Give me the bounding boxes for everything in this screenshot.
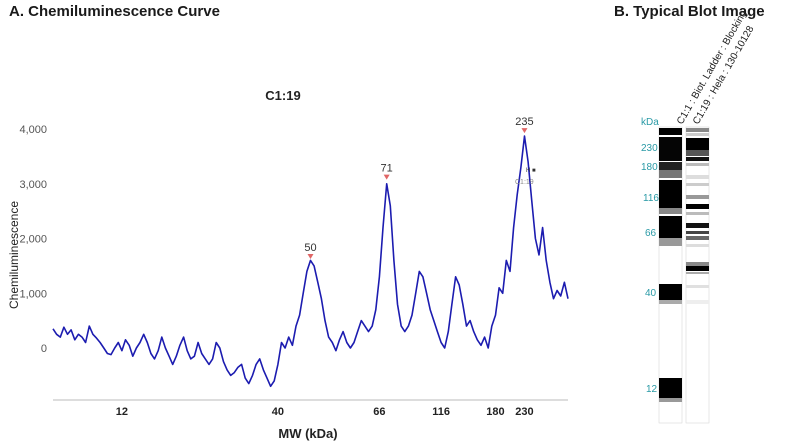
ladder-band	[659, 170, 682, 178]
peak-group: 50 71 235	[304, 116, 534, 260]
sample-band	[686, 150, 709, 156]
sample-band	[686, 138, 709, 150]
y-tick-label: 0	[41, 343, 47, 355]
peak-annotation: H ■ C1:19	[515, 168, 536, 186]
ladder-band	[659, 137, 682, 161]
sample-band	[686, 300, 709, 304]
x-tick-label: 116	[432, 406, 450, 418]
series-line	[52, 135, 569, 388]
ladder-band	[659, 238, 682, 246]
annotation-marker: H ■	[526, 168, 536, 174]
peak-marker	[307, 254, 314, 260]
ladder-band	[659, 284, 682, 300]
y-tick-label: 1,000	[19, 288, 47, 300]
marker-label-116: 116	[643, 193, 659, 204]
chart-title: C1:19	[265, 88, 300, 103]
lane-2-background	[685, 126, 710, 424]
blot-image: C1:1 : Biot. Ladder : Blocking C1:19 : H…	[641, 9, 757, 424]
marker-label-180: 180	[641, 162, 658, 173]
peak-marker	[521, 128, 528, 134]
sample-band	[686, 285, 709, 288]
sample-band	[686, 128, 709, 132]
panel-b-title: B. Typical Blot Image	[614, 3, 765, 20]
x-tick-label: 230	[515, 406, 533, 418]
sample-band	[686, 212, 709, 215]
ladder-band	[659, 378, 682, 398]
ladder-band	[659, 128, 682, 135]
peak-label: 50	[304, 242, 316, 254]
x-tick-label: 180	[486, 406, 504, 418]
sample-band	[686, 133, 709, 136]
sample-band	[686, 272, 709, 274]
y-tick-group: 0 1,000 2,000 3,000 4,000	[19, 124, 47, 355]
marker-label-66: 66	[645, 228, 657, 239]
y-tick-label: 2,000	[19, 234, 47, 246]
y-axis-title: Chemiluminescence	[7, 201, 21, 309]
peak-marker	[383, 174, 390, 180]
x-axis-title: MW (kDa)	[278, 426, 337, 441]
ladder-band	[659, 300, 682, 304]
sample-band	[686, 195, 709, 199]
sample-band	[686, 231, 709, 234]
sample-band	[686, 183, 709, 186]
ladder-band	[659, 398, 682, 402]
sample-band	[686, 236, 709, 240]
ladder-band	[659, 208, 682, 214]
peak-label: 71	[381, 163, 393, 175]
x-tick-label: 40	[272, 406, 284, 418]
sample-band	[686, 175, 709, 179]
sample-band	[686, 266, 709, 271]
x-tick-group: 12 40 66 116 180 230	[116, 406, 534, 418]
ladder-band	[659, 162, 682, 170]
lane-label-1: C1:1 : Biot. Ladder : Blocking	[675, 9, 749, 127]
line-chart: C1:19 Chemiluminescence MW (kDa) 0 1,000 2…	[7, 88, 569, 441]
ladder-band	[659, 180, 682, 208]
annotation-text: C1:19	[515, 179, 534, 186]
panel-a-title: A. Chemiluminescence Curve	[9, 3, 220, 20]
ladder-band	[659, 216, 682, 238]
marker-label-40: 40	[645, 288, 657, 299]
sample-band	[686, 223, 709, 228]
sample-band	[686, 262, 709, 266]
marker-label-230: 230	[641, 143, 658, 154]
y-tick-label: 4,000	[19, 124, 47, 136]
x-tick-label: 12	[116, 406, 128, 418]
sample-band	[686, 244, 709, 247]
sample-band	[686, 204, 709, 209]
sample-band	[686, 163, 709, 166]
x-tick-label: 66	[373, 406, 385, 418]
y-tick-label: 3,000	[19, 179, 47, 191]
sample-band	[686, 157, 709, 161]
kda-unit-label: kDa	[641, 117, 659, 128]
peak-label: 235	[515, 116, 533, 128]
marker-label-12: 12	[646, 384, 658, 395]
